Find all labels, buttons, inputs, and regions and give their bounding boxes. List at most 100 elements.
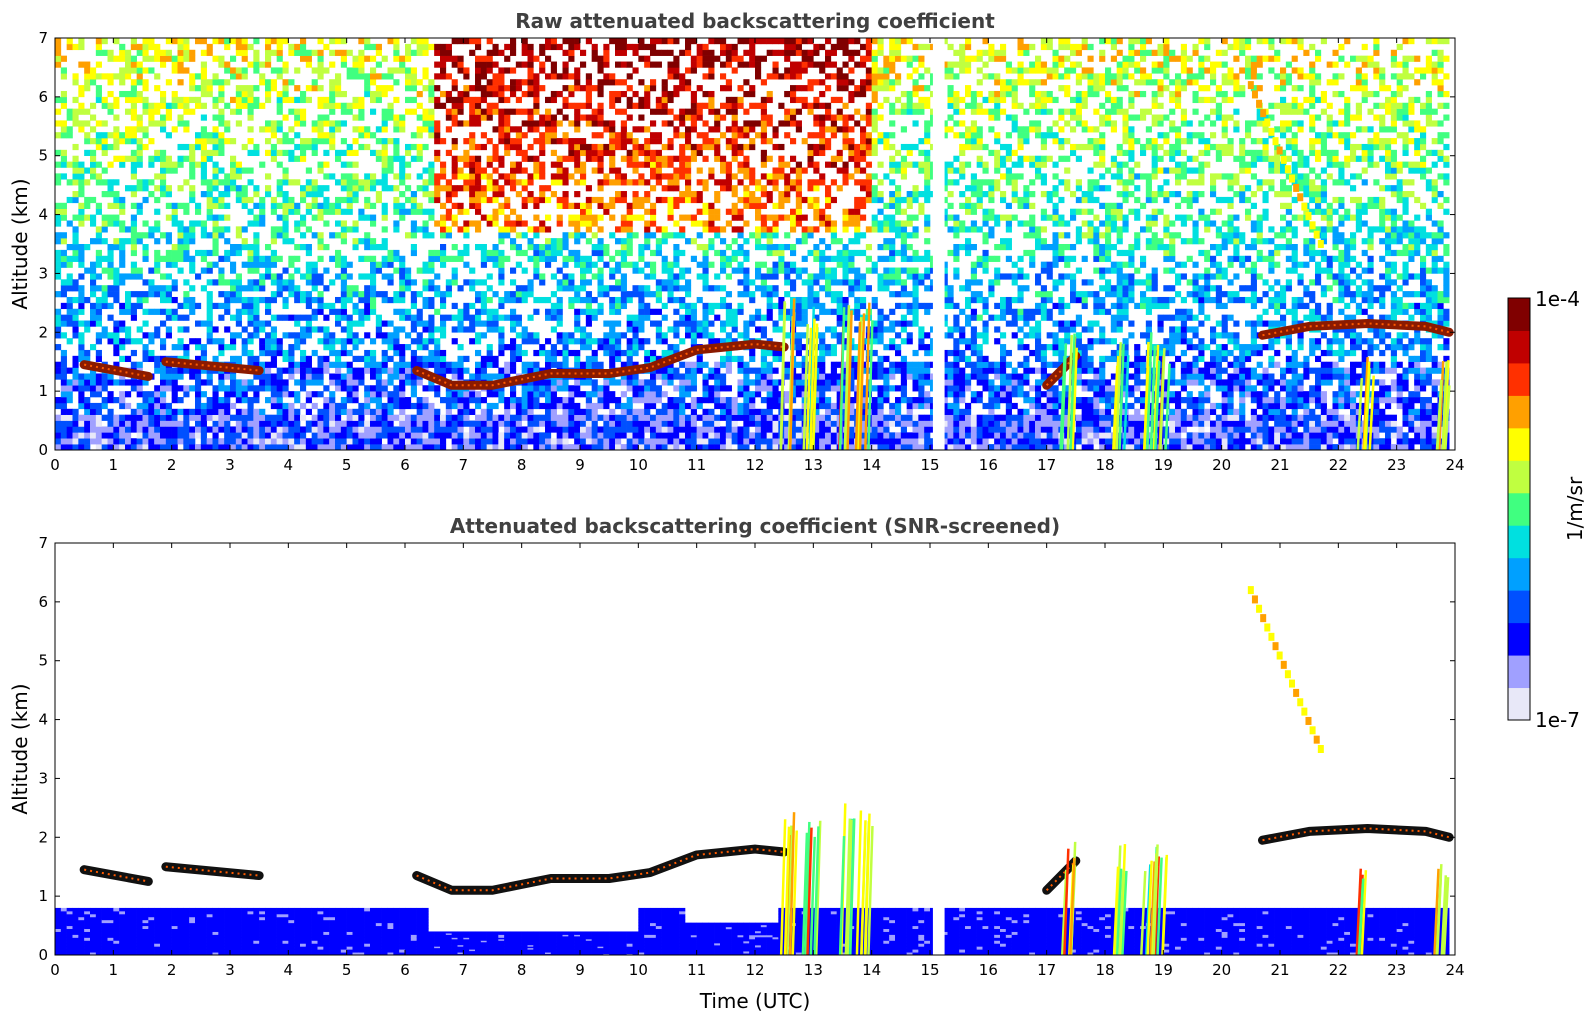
field-cell xyxy=(230,167,237,174)
field-cell xyxy=(375,444,382,450)
field-cell xyxy=(410,444,417,450)
field-cell xyxy=(340,349,347,357)
field-cell xyxy=(393,332,400,339)
field-cell xyxy=(78,308,85,315)
field-cell xyxy=(626,291,633,298)
field-cell xyxy=(714,385,721,392)
field-cell xyxy=(259,426,266,433)
field-cell xyxy=(171,249,178,257)
field-cell xyxy=(66,285,73,292)
field-cell xyxy=(300,55,307,62)
field-cell xyxy=(235,432,242,439)
field-cell xyxy=(498,155,505,162)
field-cell xyxy=(200,220,207,227)
field-cell xyxy=(445,55,452,62)
field-cell xyxy=(720,326,727,333)
field-cell xyxy=(492,355,499,363)
field-cell xyxy=(346,161,353,168)
field-cell xyxy=(195,344,202,351)
field-cell xyxy=(253,185,260,192)
field-cell xyxy=(615,179,622,186)
field-cell xyxy=(749,296,756,304)
field-cell xyxy=(533,196,540,204)
field-cell xyxy=(364,285,371,292)
field-cell xyxy=(685,143,692,151)
field-cell xyxy=(679,79,686,86)
field-cell xyxy=(679,402,686,410)
field-cell xyxy=(165,102,172,109)
field-cell xyxy=(591,149,598,157)
field-cell xyxy=(212,232,219,239)
field-cell xyxy=(720,179,727,186)
field-cell xyxy=(457,96,464,104)
field-cell xyxy=(247,426,254,433)
field-cell xyxy=(527,120,534,127)
field-cell xyxy=(101,132,108,139)
field-cell xyxy=(276,279,283,286)
field-cell xyxy=(440,161,447,168)
field-cell xyxy=(498,232,505,239)
field-cell xyxy=(101,191,108,198)
field-cell xyxy=(323,426,330,433)
field-cell xyxy=(358,338,365,345)
field-cell xyxy=(364,202,371,209)
field-cell xyxy=(107,285,114,292)
field-cell xyxy=(218,408,225,415)
field-cell xyxy=(504,226,511,233)
field-cell xyxy=(200,126,207,133)
field-cell xyxy=(230,291,237,298)
field-cell xyxy=(200,426,207,433)
field-cell xyxy=(381,214,388,221)
field-cell xyxy=(113,426,120,433)
field-cell xyxy=(340,185,347,192)
field-cell xyxy=(632,90,639,98)
field-cell xyxy=(224,202,231,209)
field-cell xyxy=(218,373,225,380)
field-cell xyxy=(667,408,674,415)
field-cell xyxy=(574,349,581,357)
field-cell xyxy=(125,296,132,304)
field-cell xyxy=(690,320,697,327)
field-cell xyxy=(673,444,680,450)
field-cell xyxy=(620,391,627,398)
field-cell xyxy=(696,355,703,363)
field-cell xyxy=(521,291,528,298)
field-cell xyxy=(585,261,592,268)
field-cell xyxy=(171,420,178,427)
field-cell xyxy=(375,73,382,80)
field-cell xyxy=(183,426,190,433)
field-cell xyxy=(375,373,382,380)
field-cell xyxy=(241,191,248,198)
field-cell xyxy=(60,361,67,368)
field-cell xyxy=(95,226,102,233)
field-cell xyxy=(510,349,517,357)
field-cell xyxy=(720,249,727,257)
field-cell xyxy=(562,132,569,139)
field-cell xyxy=(743,379,750,386)
field-cell xyxy=(305,249,312,257)
field-cell xyxy=(527,379,534,386)
field-cell xyxy=(679,249,686,257)
field-cell xyxy=(84,320,91,327)
field-cell xyxy=(702,220,709,227)
field-cell xyxy=(352,191,359,198)
field-cell xyxy=(329,414,336,421)
field-cell xyxy=(230,155,237,162)
field-cell xyxy=(206,426,213,433)
field-cell xyxy=(72,191,79,198)
field-cell xyxy=(335,38,342,45)
field-cell xyxy=(78,273,85,280)
field-cell xyxy=(708,302,715,310)
field-cell xyxy=(183,43,190,51)
field-cell xyxy=(737,367,744,374)
field-cell xyxy=(749,143,756,151)
field-cell xyxy=(550,67,557,74)
field-cell xyxy=(364,308,371,315)
field-cell xyxy=(457,420,464,427)
field-cell xyxy=(294,155,301,162)
field-cell xyxy=(469,438,476,445)
field-cell xyxy=(212,126,219,133)
field-cell xyxy=(370,444,377,450)
field-cell xyxy=(527,426,534,433)
field-cell xyxy=(585,314,592,321)
